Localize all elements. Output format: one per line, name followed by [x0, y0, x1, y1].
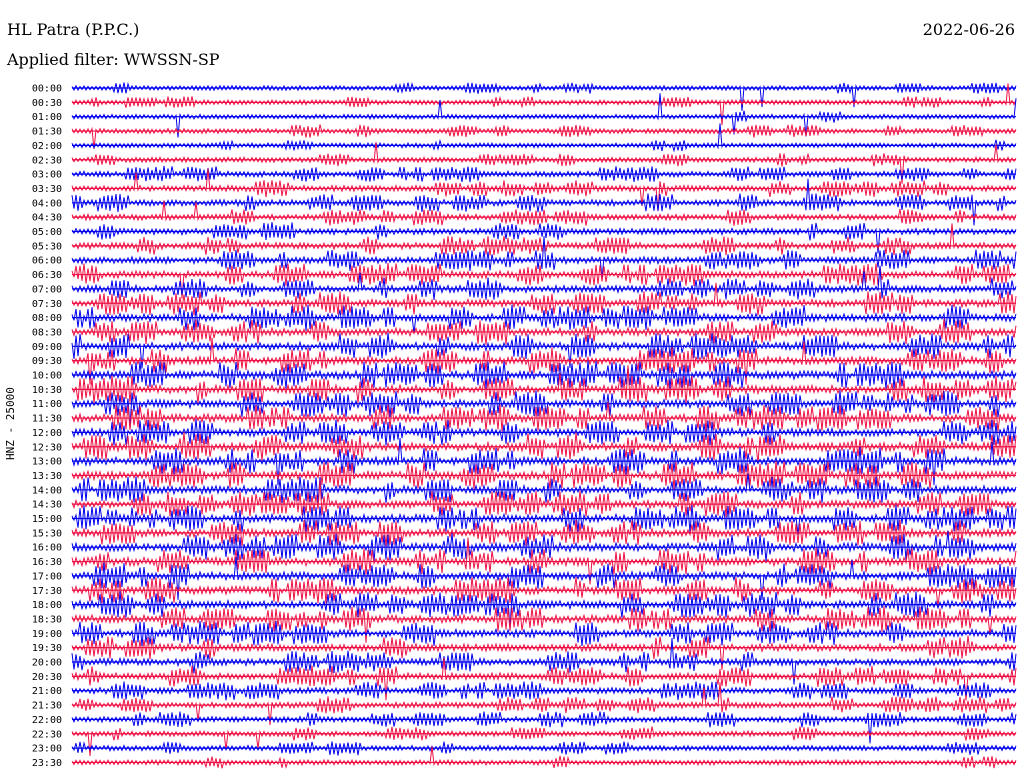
seismic-trace — [71, 200, 1017, 226]
time-tick-label: 13:30 — [32, 471, 62, 482]
seismic-trace — [71, 236, 1017, 279]
seismic-trace — [71, 480, 1017, 518]
time-tick-label: 09:30 — [32, 356, 62, 367]
time-tick-label: 19:00 — [32, 629, 62, 640]
time-tick-label: 10:30 — [32, 385, 62, 396]
time-tick-label: 11:30 — [32, 414, 62, 425]
seismic-trace — [71, 304, 1017, 334]
seismic-trace — [71, 222, 1017, 254]
time-tick-label: 20:30 — [32, 672, 62, 683]
seismic-trace — [71, 741, 1017, 756]
seismic-trace — [71, 681, 1017, 701]
time-tick-label: 09:00 — [32, 342, 62, 353]
seismic-trace — [71, 282, 1017, 316]
time-tick-label: 01:00 — [32, 112, 62, 123]
seismic-trace — [71, 591, 1017, 629]
time-tick-label: 12:00 — [32, 428, 62, 439]
time-tick-label: 20:00 — [32, 658, 62, 669]
seismic-trace — [71, 746, 1017, 769]
seismic-trace — [71, 360, 1017, 390]
seismic-trace — [71, 262, 1017, 299]
record-date: 2022-06-26 — [922, 20, 1015, 39]
seismic-trace — [71, 556, 1017, 600]
seismic-trace — [71, 165, 1017, 183]
seismic-trace — [71, 142, 1017, 184]
time-tick-label: 00:30 — [32, 98, 62, 109]
time-tick-label: 13:00 — [32, 457, 62, 468]
seismic-trace — [71, 519, 1017, 547]
seismic-trace — [71, 657, 1017, 701]
seismic-trace — [71, 460, 1017, 490]
seismic-trace — [71, 577, 1017, 607]
seismic-trace — [71, 537, 1017, 585]
time-tick-label: 07:30 — [32, 299, 62, 310]
seismic-trace — [71, 318, 1017, 345]
time-tick-label: 21:30 — [32, 701, 62, 712]
seismic-trace — [71, 337, 1017, 385]
seismic-trace — [71, 620, 1017, 647]
time-tick-label: 21:00 — [32, 686, 62, 697]
time-tick-label: 15:30 — [32, 528, 62, 539]
seismic-trace — [71, 682, 1017, 725]
time-tick-label: 17:30 — [32, 586, 62, 597]
time-tick-label: 02:30 — [32, 155, 62, 166]
time-tick-label: 19:30 — [32, 643, 62, 654]
time-tick-label: 06:00 — [32, 256, 62, 267]
seismic-trace — [71, 635, 1017, 670]
time-tick-label: 17:00 — [32, 571, 62, 582]
seismic-trace — [71, 178, 1017, 226]
seismic-trace — [71, 438, 1017, 486]
time-tick-label: 04:30 — [32, 213, 62, 224]
seismic-trace — [71, 123, 1017, 153]
seismic-trace — [71, 606, 1017, 643]
time-tick-label: 12:30 — [32, 442, 62, 453]
seismic-trace — [71, 726, 1017, 757]
time-tick-label: 07:00 — [32, 284, 62, 295]
time-tick-label: 11:00 — [32, 399, 62, 410]
seismic-trace — [71, 124, 1017, 150]
time-tick-label: 15:00 — [32, 514, 62, 525]
seismic-trace — [71, 265, 1017, 300]
time-tick-label: 14:00 — [32, 485, 62, 496]
time-tick-label: 00:00 — [32, 84, 62, 95]
seismic-trace — [71, 432, 1017, 464]
seismic-trace — [71, 419, 1017, 446]
seismic-trace — [71, 637, 1017, 685]
seismic-trace — [71, 402, 1017, 432]
time-tick-label: 06:30 — [32, 270, 62, 281]
time-tick-label: 01:30 — [32, 127, 62, 138]
time-tick-label: 18:00 — [32, 600, 62, 611]
seismic-trace — [71, 504, 1017, 535]
time-tick-label: 18:30 — [32, 614, 62, 625]
seismic-trace — [71, 390, 1017, 428]
time-tick-label: 04:00 — [32, 198, 62, 209]
time-tick-label: 05:30 — [32, 241, 62, 252]
seismic-trace — [71, 365, 1017, 404]
seismic-trace — [71, 93, 1017, 138]
time-tick-label: 16:00 — [32, 543, 62, 554]
time-tick-label: 14:30 — [32, 500, 62, 511]
seismic-trace — [71, 168, 1017, 212]
time-tick-label: 22:00 — [32, 715, 62, 726]
time-tick-label: 03:30 — [32, 184, 62, 195]
time-tick-label: 03:00 — [32, 170, 62, 181]
time-tick-label: 08:00 — [32, 313, 62, 324]
time-tick-label: 16:30 — [32, 557, 62, 568]
seismic-trace — [71, 83, 1017, 126]
seismic-trace — [71, 530, 1017, 562]
time-tick-label: 10:00 — [32, 371, 62, 382]
time-tick-label: 02:00 — [32, 141, 62, 152]
applied-filter-label: Applied filter: WWSSN-SP — [7, 50, 220, 69]
time-tick-label: 08:30 — [32, 327, 62, 338]
time-tick-label: 22:30 — [32, 729, 62, 740]
station-title: HL Patra (P.P.C.) — [7, 20, 140, 39]
seismic-trace — [71, 332, 1017, 369]
seismic-trace — [71, 473, 1017, 503]
time-tick-label: 23:00 — [32, 744, 62, 755]
seismic-trace — [71, 81, 1017, 111]
seismic-trace — [71, 711, 1017, 744]
time-tick-label: 05:00 — [32, 227, 62, 238]
time-tick-label: 23:30 — [32, 758, 62, 769]
